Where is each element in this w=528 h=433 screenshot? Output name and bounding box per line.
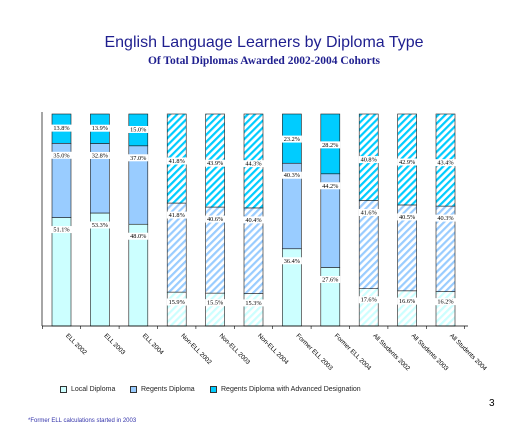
data-label-bg <box>435 159 456 167</box>
data-label-bg <box>51 124 72 132</box>
data-label: 35.0% <box>53 152 70 159</box>
data-label: 37.0% <box>130 155 147 162</box>
legend-swatch-advanced <box>210 386 217 393</box>
chart-subtitle: Of Total Diplomas Awarded 2002-2004 Coho… <box>147 55 381 67</box>
data-label: 15.5% <box>207 300 224 307</box>
x-tick-label: Non-ELL 2004 <box>256 332 290 366</box>
data-label: 43.9% <box>207 160 224 167</box>
data-label-bg <box>358 208 379 216</box>
data-label-bg <box>435 214 456 222</box>
bar-segment <box>243 293 264 327</box>
data-label-bg <box>243 299 264 307</box>
legend-item-regents: Regents Diploma <box>130 386 195 393</box>
data-label: 16.6% <box>399 298 416 305</box>
x-tick-label: All Students 2003 <box>410 332 450 372</box>
data-label: 40.3% <box>284 172 301 179</box>
data-label-bg <box>397 213 418 221</box>
legend-label-advanced: Regents Diploma with Advanced Designatio… <box>221 386 361 393</box>
page-number: 3 <box>489 398 495 409</box>
data-label: 44.3% <box>245 161 262 168</box>
legend-swatch-local <box>60 386 67 393</box>
data-label: 13.9% <box>92 125 109 132</box>
bar-segment <box>166 291 187 327</box>
data-label-bg <box>205 159 226 167</box>
x-tick-label: Non-ELL 2003 <box>218 332 252 366</box>
data-label: 40.8% <box>361 157 378 164</box>
data-label: 17.6% <box>361 297 378 304</box>
data-label-bg <box>320 182 341 190</box>
data-label: 40.5% <box>399 214 416 221</box>
footnote: *Former ELL calculations started in 2003 <box>28 418 137 424</box>
data-label: 44.2% <box>322 183 339 190</box>
data-label: 41.6% <box>361 209 378 216</box>
data-label: 40.4% <box>245 217 262 224</box>
x-tick-label: Former ELL 2003 <box>294 332 334 372</box>
bar-segment <box>51 217 72 327</box>
data-label: 43.4% <box>437 160 454 167</box>
bar-segment <box>90 212 110 327</box>
data-label-bg <box>166 211 187 219</box>
data-label: 41.8% <box>169 212 186 219</box>
legend-swatch-regents <box>130 386 137 393</box>
x-tick-label: All Students 2002 <box>371 332 411 372</box>
data-label-bg <box>205 215 226 223</box>
data-label-bg <box>281 257 302 265</box>
data-label: 40.6% <box>207 216 224 223</box>
data-label-bg <box>358 156 379 164</box>
legend-item-advanced: Regents Diploma with Advanced Designatio… <box>210 386 361 393</box>
legend-label-regents: Regents Diploma <box>141 386 195 393</box>
data-label-bg <box>435 298 456 306</box>
data-label-bg <box>89 124 110 132</box>
x-tick-label: ELL 2004 <box>141 332 165 356</box>
x-tick-label: ELL 2002 <box>64 332 88 356</box>
data-label-bg <box>243 160 264 168</box>
legend-label-local: Local Diploma <box>71 386 116 393</box>
legend-item-local: Local Diploma <box>60 386 115 393</box>
data-label: 23.2% <box>284 136 301 143</box>
data-label-bg <box>128 232 149 240</box>
x-tick-label: Non-ELL 2002 <box>179 332 213 366</box>
data-label-bg <box>397 297 418 305</box>
data-label: 15.3% <box>245 300 262 307</box>
x-tick-label: Former ELL 2004 <box>333 332 373 372</box>
data-label: 51.1% <box>53 227 70 234</box>
data-label-bg <box>51 151 72 159</box>
data-label-bg <box>243 216 264 224</box>
x-tick-label: All Students 2004 <box>448 332 488 372</box>
data-label: 36.4% <box>284 258 301 265</box>
data-label-bg <box>281 171 302 179</box>
data-label: 28.2% <box>322 142 339 149</box>
data-label-bg <box>128 154 149 162</box>
data-label: 40.3% <box>437 215 454 222</box>
data-label: 15.0% <box>130 126 147 133</box>
data-label-bg <box>89 151 110 159</box>
data-label: 32.8% <box>92 152 109 159</box>
data-label-bg <box>166 157 187 165</box>
data-label-bg <box>320 141 341 149</box>
bar-segment <box>397 290 417 327</box>
data-label-bg <box>320 275 341 283</box>
x-tick-label: ELL 2003 <box>102 332 126 356</box>
data-label-bg <box>51 226 72 234</box>
data-label-bg <box>205 299 226 307</box>
data-label-bg <box>166 298 187 306</box>
data-label: 13.8% <box>53 125 70 132</box>
data-label-bg <box>128 125 149 133</box>
bar-segment <box>435 291 456 327</box>
data-label-bg <box>281 135 302 143</box>
data-label: 16.2% <box>437 299 454 306</box>
chart-title: English Language Learners by Diploma Typ… <box>104 34 424 51</box>
data-label: 48.0% <box>130 233 147 240</box>
data-label-bg <box>89 221 110 229</box>
data-label-bg <box>397 158 418 166</box>
data-label: 53.3% <box>92 222 109 229</box>
data-label-bg <box>358 296 379 304</box>
data-label: 41.8% <box>169 158 186 165</box>
data-label: 42.9% <box>399 159 416 166</box>
bar-segment <box>205 292 225 327</box>
data-label: 15.9% <box>169 299 186 306</box>
bar-segment <box>358 288 379 327</box>
data-label: 27.6% <box>322 276 339 283</box>
